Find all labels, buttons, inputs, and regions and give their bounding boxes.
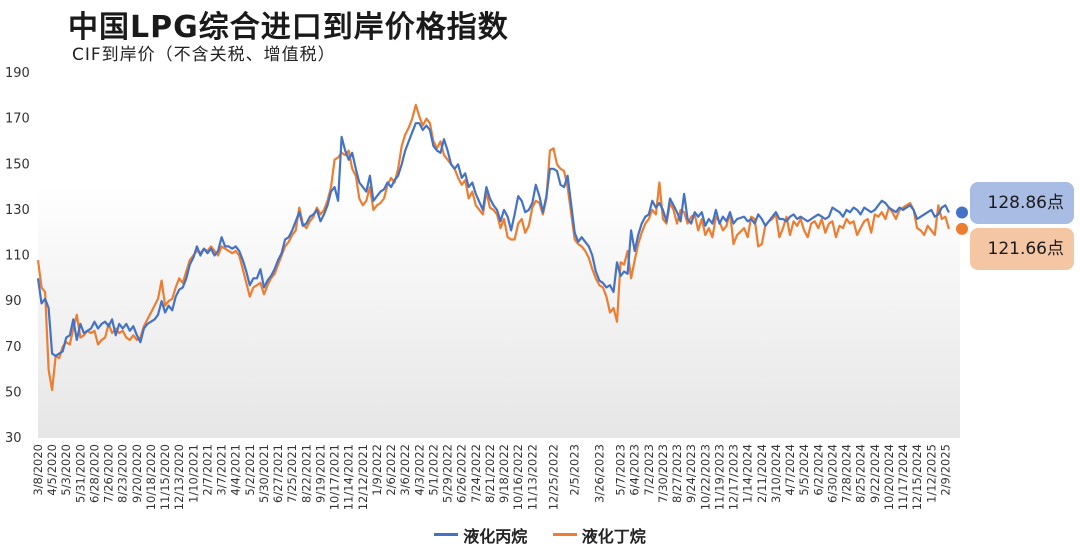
butane-end-marker bbox=[956, 222, 968, 235]
x-tick-label: 7/30/2023 bbox=[656, 444, 670, 503]
x-tick-label: 10/22/2023 bbox=[698, 444, 712, 510]
x-tick-label: 10/17/2021 bbox=[328, 444, 342, 510]
x-tick-label: 8/21/2022 bbox=[483, 444, 497, 503]
x-tick-label: 4/5/2020 bbox=[45, 444, 59, 496]
legend-swatch-butane bbox=[552, 533, 577, 536]
x-tick-label: 9/20/2020 bbox=[130, 444, 144, 503]
chart-subtitle: CIF到岸价（不含关税、增值税） bbox=[72, 45, 336, 65]
x-tick-label: 11/19/2023 bbox=[712, 444, 726, 510]
legend-item-butane: 液化丁烷 bbox=[552, 523, 646, 547]
y-tick-label: 90 bbox=[5, 294, 22, 309]
x-tick-label: 8/25/2024 bbox=[854, 444, 868, 503]
propane-end-marker bbox=[956, 206, 968, 219]
x-tick-label: 8/23/2020 bbox=[116, 444, 130, 503]
butane-last-value-callout: 121.66点 bbox=[970, 228, 1074, 270]
y-tick-label: 130 bbox=[5, 203, 30, 218]
x-tick-label: 2/5/2023 bbox=[568, 444, 582, 496]
x-tick-label: 7/24/2022 bbox=[469, 444, 483, 503]
x-tick-label: 2/11/2024 bbox=[755, 444, 769, 503]
x-tick-label: 1/14/2024 bbox=[741, 444, 755, 503]
x-tick-label: 2/7/2021 bbox=[200, 444, 214, 496]
x-tick-label: 8/27/2023 bbox=[670, 444, 684, 503]
x-tick-label: 3/26/2023 bbox=[592, 444, 606, 503]
x-tick-label: 12/17/2023 bbox=[727, 444, 741, 510]
x-tick-label: 9/18/2022 bbox=[497, 444, 511, 503]
x-tick-label: 7/2/2023 bbox=[642, 444, 656, 496]
propane-last-value-callout: 128.86点 bbox=[970, 182, 1074, 224]
y-axis: 30 50 70 90 110 130 150 170 190 bbox=[5, 66, 30, 446]
x-tick-label: 7/26/2020 bbox=[102, 444, 116, 503]
y-tick-label: 30 bbox=[5, 431, 22, 446]
x-tick-label: 3/7/2021 bbox=[215, 444, 229, 496]
x-tick-label: 2/6/2022 bbox=[384, 444, 398, 496]
y-tick-label: 150 bbox=[5, 157, 30, 172]
x-tick-label: 6/26/2022 bbox=[455, 444, 469, 503]
y-tick-label: 110 bbox=[5, 249, 30, 264]
x-tick-label: 4/4/2021 bbox=[229, 444, 243, 496]
x-tick-label: 3/10/2024 bbox=[769, 444, 783, 503]
x-tick-label: 12/15/2024 bbox=[910, 444, 924, 510]
x-tick-label: 8/22/2021 bbox=[299, 444, 313, 503]
x-tick-label: 10/20/2024 bbox=[882, 444, 896, 510]
x-tick-label: 5/5/2024 bbox=[797, 444, 811, 496]
chart-legend: 液化丙烷 液化丁烷 bbox=[0, 521, 1080, 547]
x-tick-label: 3/8/2020 bbox=[31, 444, 45, 496]
x-tick-label: 10/18/2020 bbox=[144, 444, 158, 510]
x-tick-label: 12/25/2022 bbox=[546, 444, 560, 510]
legend-label-butane: 液化丁烷 bbox=[581, 526, 646, 546]
series-line-propane bbox=[36, 122, 950, 357]
legend-swatch-propane bbox=[434, 533, 459, 536]
y-tick-label: 190 bbox=[5, 66, 30, 81]
x-tick-label: 5/29/2022 bbox=[441, 444, 455, 503]
x-tick-label: 9/19/2021 bbox=[313, 444, 327, 503]
x-tick-label: 6/2/2024 bbox=[811, 444, 825, 496]
x-tick-label: 10/16/2022 bbox=[511, 444, 525, 510]
series-lines bbox=[36, 103, 950, 392]
x-tick-label: 11/13/2022 bbox=[525, 444, 539, 510]
x-tick-label: 5/2/2021 bbox=[243, 444, 257, 496]
x-tick-label: 6/4/2023 bbox=[628, 444, 642, 496]
y-tick-label: 70 bbox=[5, 340, 22, 355]
x-tick-label: 3/6/2022 bbox=[398, 444, 412, 496]
x-tick-label: 9/24/2023 bbox=[684, 444, 698, 503]
x-tick-label: 2/9/2025 bbox=[938, 444, 952, 496]
x-tick-label: 6/28/2020 bbox=[87, 444, 101, 503]
x-tick-label: 7/25/2021 bbox=[285, 444, 299, 503]
x-axis: 3/8/2020 4/5/2020 5/3/2020 5/31/2020 6/28/20… bbox=[31, 444, 952, 510]
x-tick-label: 7/28/2024 bbox=[840, 444, 854, 503]
x-tick-label: 9/22/2024 bbox=[868, 444, 882, 503]
x-tick-label: 1/12/2025 bbox=[924, 444, 938, 503]
x-tick-label: 11/15/2020 bbox=[158, 444, 172, 510]
x-tick-label: 5/30/2021 bbox=[257, 444, 271, 503]
x-tick-label: 1/9/2022 bbox=[370, 444, 384, 496]
x-tick-label: 5/7/2023 bbox=[614, 444, 628, 496]
x-tick-label: 4/7/2024 bbox=[783, 444, 797, 496]
x-tick-label: 5/31/2020 bbox=[73, 444, 87, 503]
y-tick-label: 50 bbox=[5, 385, 22, 400]
x-tick-label: 6/27/2021 bbox=[271, 444, 285, 503]
plot-background bbox=[38, 185, 960, 438]
x-tick-label: 1/10/2021 bbox=[186, 444, 200, 503]
chart-title: 中国LPG综合进口到岸价格指数 bbox=[68, 10, 509, 45]
legend-item-propane: 液化丙烷 bbox=[434, 523, 527, 547]
x-tick-label: 11/14/2021 bbox=[342, 444, 356, 510]
x-tick-label: 12/12/2021 bbox=[356, 444, 370, 510]
x-tick-label: 4/3/2022 bbox=[412, 444, 426, 496]
x-tick-label: 11/17/2024 bbox=[896, 444, 910, 510]
y-tick-label: 170 bbox=[5, 112, 30, 127]
legend-label-propane: 液化丙烷 bbox=[463, 526, 528, 546]
series-line-butane bbox=[36, 103, 950, 392]
end-markers bbox=[956, 206, 968, 235]
x-tick-label: 6/30/2024 bbox=[825, 444, 839, 503]
x-tick-label: 5/3/2020 bbox=[59, 444, 73, 496]
x-tick-label: 5/1/2022 bbox=[426, 444, 440, 496]
x-tick-label: 12/13/2020 bbox=[172, 444, 186, 510]
